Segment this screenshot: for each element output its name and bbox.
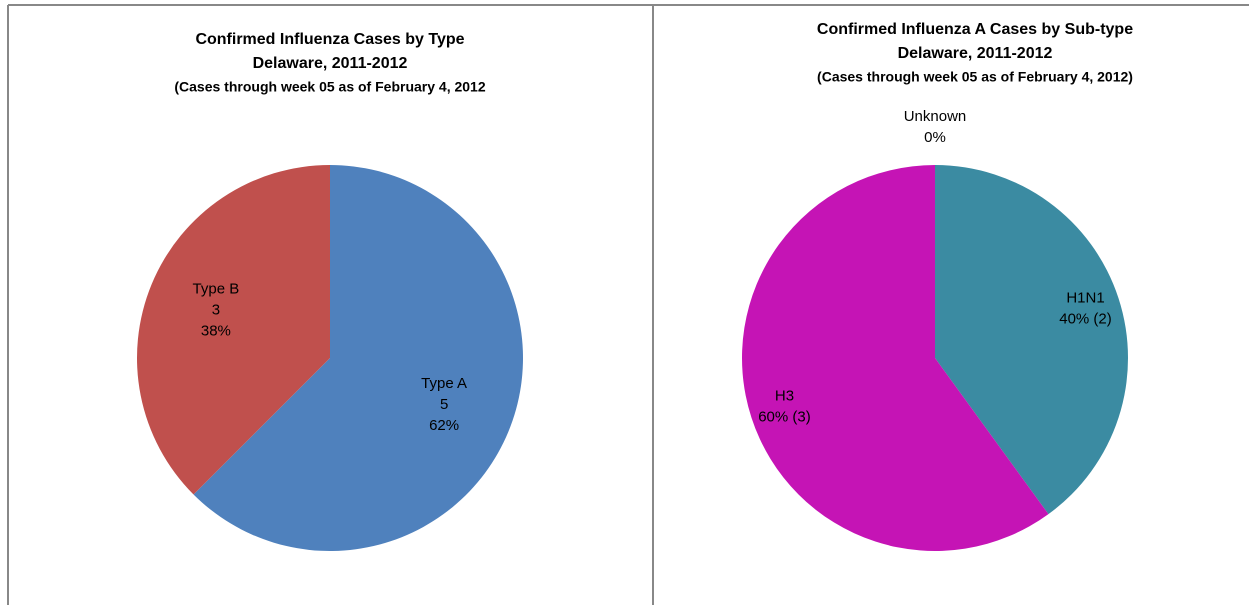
chart-title: Confirmed Influenza Cases by Type	[195, 31, 464, 48]
pie-slice	[741, 165, 1049, 551]
chart-note: (Cases through week 05 as of February 4,…	[174, 79, 485, 95]
pie-slice	[193, 165, 523, 552]
slice-label: 60% (3)	[758, 408, 811, 425]
pie-slice	[136, 165, 330, 495]
slice-label: 3	[212, 302, 220, 319]
slice-label: Type B	[193, 281, 240, 298]
slice-label: H3	[775, 387, 794, 404]
chart-subtitle: Delaware, 2011-2012	[898, 45, 1053, 62]
slice-label: 0%	[924, 129, 946, 146]
slice-label: 38%	[201, 323, 231, 340]
chart-title: Confirmed Influenza A Cases by Sub-type	[817, 21, 1133, 38]
slice-label: Unknown	[904, 108, 967, 125]
slice-label: 40% (2)	[1059, 311, 1112, 328]
slice-label: Type A	[421, 375, 467, 392]
chart-subtitle: Delaware, 2011-2012	[253, 55, 408, 72]
chart-note: (Cases through week 05 as of February 4,…	[817, 69, 1133, 85]
slice-label: H1N1	[1066, 290, 1104, 307]
slice-label: 62%	[429, 417, 459, 434]
pie-slice	[935, 165, 1128, 515]
slice-label: 5	[440, 396, 448, 413]
